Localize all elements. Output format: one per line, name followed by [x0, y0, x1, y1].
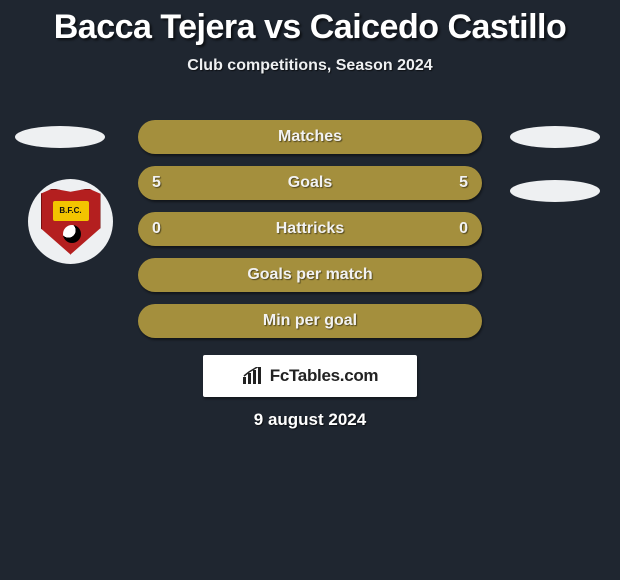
stat-right-value: 5	[440, 174, 468, 192]
stat-label: Min per goal	[180, 312, 440, 330]
stat-left-value: 0	[152, 220, 180, 238]
stat-row-goals: 5 Goals 5	[138, 166, 482, 200]
player-left-photo-placeholder	[15, 126, 105, 148]
page-title: Bacca Tejera vs Caicedo Castillo	[0, 0, 620, 47]
watermark: FcTables.com	[203, 355, 417, 397]
stat-row-matches: Matches	[138, 120, 482, 154]
club-right-logo-placeholder	[510, 180, 600, 202]
stat-left-value: 5	[152, 174, 180, 192]
shield-initials: B.F.C.	[53, 201, 89, 221]
stat-row-goals-per-match: Goals per match	[138, 258, 482, 292]
shield-icon: B.F.C.	[41, 189, 101, 255]
page-subtitle: Club competitions, Season 2024	[0, 57, 620, 75]
stat-label: Goals	[180, 174, 440, 192]
player-right-photo-placeholder	[510, 126, 600, 148]
stat-row-min-per-goal: Min per goal	[138, 304, 482, 338]
date-label: 9 august 2024	[0, 410, 620, 430]
stat-label: Matches	[180, 128, 440, 146]
stat-right-value: 0	[440, 220, 468, 238]
bar-chart-icon	[242, 367, 264, 385]
watermark-text: FcTables.com	[270, 366, 379, 386]
club-left-badge: B.F.C.	[28, 179, 113, 264]
soccer-ball-icon	[63, 225, 81, 243]
stat-row-hattricks: 0 Hattricks 0	[138, 212, 482, 246]
stat-rows: Matches 5 Goals 5 0 Hattricks 0 Goals pe…	[138, 120, 482, 350]
stat-label: Hattricks	[180, 220, 440, 238]
stat-label: Goals per match	[180, 266, 440, 284]
